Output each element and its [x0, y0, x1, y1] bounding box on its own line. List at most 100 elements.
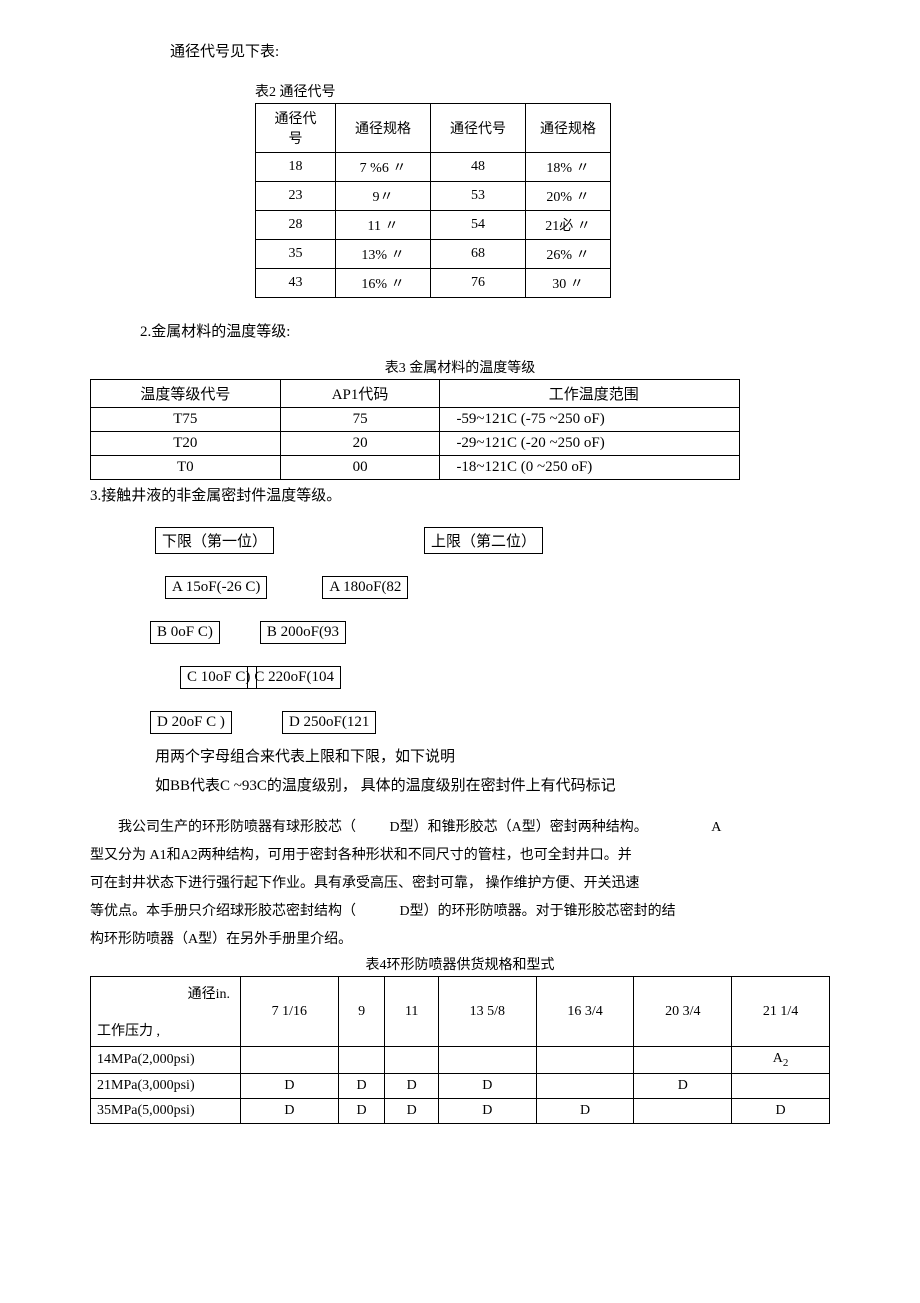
- upper-limit-box: D 250oF(121: [282, 711, 376, 734]
- table-cell: 30 〃: [526, 269, 611, 298]
- limit-row: A 15oF(-26 C) A 180oF(82: [165, 576, 830, 599]
- lower-limit-box: A 15oF(-26 C): [165, 576, 267, 599]
- table-cell: 75: [280, 408, 440, 432]
- body-text: 等优点。本手册只介绍球形胶芯密封结构（: [90, 904, 356, 919]
- table-cell: D: [438, 1073, 536, 1098]
- body-paragraph: 构环形防喷器（A型）在另外手册里介绍。: [90, 926, 830, 954]
- table-cell: 00: [280, 456, 440, 480]
- table-header: 9: [338, 977, 385, 1047]
- section2-heading: 2.金属材料的温度等级:: [140, 320, 830, 341]
- row-header: 21MPa(3,000psi): [91, 1073, 241, 1098]
- upper-limit-box: B 200oF(93: [260, 621, 346, 644]
- body-paragraph: 我公司生产的环形防喷器有球形胶芯（ D型）和锥形胶芯（A型）密封两种结构。 A: [90, 814, 830, 842]
- limit-row: C 10oF C)C 220oF(104: [180, 666, 830, 689]
- table2: 通径代号 通径规格 通径代号 通径规格 18 7 %6 〃 48 18% 〃 2…: [255, 103, 611, 298]
- table-cell: A2: [732, 1047, 830, 1074]
- table-cell: [634, 1098, 732, 1123]
- table-header: 通径代号: [256, 104, 336, 153]
- body-paragraph: 型又分为 A1和A2两种结构，可用于密封各种形状和不同尺寸的管柱，也可全封井口。…: [90, 842, 830, 870]
- table-cell: 68: [431, 240, 526, 269]
- table-cell: [634, 1047, 732, 1074]
- limit-row: B 0oF C) B 200oF(93: [150, 621, 830, 644]
- table-cell: 21必 〃: [526, 211, 611, 240]
- row-header: 35MPa(5,000psi): [91, 1098, 241, 1123]
- table-cell: [536, 1073, 634, 1098]
- table-header: 温度等级代号: [91, 380, 281, 408]
- table-cell: D: [438, 1098, 536, 1123]
- table-cell: T0: [91, 456, 281, 480]
- diag-top-label: 通径in.: [188, 983, 230, 1003]
- table-row: 通径代号 通径规格 通径代号 通径规格: [256, 104, 611, 153]
- table4: 通径in. 工作压力 , 7 1/16 9 11 13 5/8 16 3/4 2…: [90, 976, 830, 1124]
- table-header: AP1代码: [280, 380, 440, 408]
- limit-header-row: 下限（第一位） 上限（第二位）: [155, 527, 830, 554]
- table-row: 通径in. 工作压力 , 7 1/16 9 11 13 5/8 16 3/4 2…: [91, 977, 830, 1047]
- table-cell: 26% 〃: [526, 240, 611, 269]
- table-header: 通径规格: [526, 104, 611, 153]
- table-header: 13 5/8: [438, 977, 536, 1047]
- body-paragraph: 等优点。本手册只介绍球形胶芯密封结构（ D型）的环形防喷器。对于锥形胶芯密封的结: [90, 898, 830, 926]
- table-cell: 28: [256, 211, 336, 240]
- explain-line-1: 用两个字母组合来代表上限和下限，如下说明: [155, 744, 830, 771]
- table-header: 11: [385, 977, 439, 1047]
- table-row: 23 9〃 53 20% 〃: [256, 182, 611, 211]
- lower-limit-label: 下限（第一位）: [155, 527, 274, 554]
- table-cell: D: [536, 1098, 634, 1123]
- table-row: 35 13% 〃 68 26% 〃: [256, 240, 611, 269]
- table-cell: 76: [431, 269, 526, 298]
- limit-boxes: 下限（第一位） 上限（第二位） A 15oF(-26 C) A 180oF(82 B…: [155, 527, 830, 734]
- table-cell: 20: [280, 432, 440, 456]
- table-row: 28 11 〃 54 21必 〃: [256, 211, 611, 240]
- table-cell: [385, 1047, 439, 1074]
- table-row: 14MPa(2,000psi) A2: [91, 1047, 830, 1074]
- table-cell: T20: [91, 432, 281, 456]
- lower-limit-box: D 20oF C ): [150, 711, 232, 734]
- table-cell: 18: [256, 153, 336, 182]
- lower-limit-box: B 0oF C): [150, 621, 220, 644]
- lower-limit-box: C 10oF C): [180, 666, 257, 689]
- table-cell: D: [241, 1073, 339, 1098]
- table-cell: 48: [431, 153, 526, 182]
- table-cell: D: [338, 1073, 385, 1098]
- table-cell: -29~121C (-20 ~250 oF): [440, 432, 740, 456]
- table-header: 20 3/4: [634, 977, 732, 1047]
- table-cell: D: [385, 1098, 439, 1123]
- table3-caption: 表3 金属材料的温度等级: [90, 357, 830, 377]
- table-header: 通径代号: [431, 104, 526, 153]
- table2-wrapper: 表2 通径代号 通径代号 通径规格 通径代号 通径规格 18 7 %6 〃 48…: [90, 81, 830, 298]
- table-cell: [536, 1047, 634, 1074]
- table-cell: 43: [256, 269, 336, 298]
- table-row: 21MPa(3,000psi) D D D D D: [91, 1073, 830, 1098]
- table-cell: [241, 1047, 339, 1074]
- table-cell: D: [241, 1098, 339, 1123]
- table-row: T0 00 -18~121C (0 ~250 oF): [91, 456, 740, 480]
- table-header: 通径规格: [336, 104, 431, 153]
- table-cell: 20% 〃: [526, 182, 611, 211]
- table-cell: [338, 1047, 385, 1074]
- table-header: 工作温度范围: [440, 380, 740, 408]
- body-text: A: [711, 820, 721, 835]
- body-text: D型）和锥形胶芯（A型）密封两种结构。: [390, 820, 648, 835]
- explain-line-2: 如BB代表C ~93C的温度级别， 具体的温度级别在密封件上有代码标记: [155, 773, 830, 800]
- upper-limit-box: C 220oF(104: [247, 666, 341, 689]
- table-header: 16 3/4: [536, 977, 634, 1047]
- a2-subscript: 2: [783, 1057, 789, 1069]
- table-cell: 13% 〃: [336, 240, 431, 269]
- table-header: 21 1/4: [732, 977, 830, 1047]
- upper-limit-box: A 180oF(82: [322, 576, 408, 599]
- table-cell: 35: [256, 240, 336, 269]
- table-cell: 53: [431, 182, 526, 211]
- table-cell: 18% 〃: [526, 153, 611, 182]
- table-row: T20 20 -29~121C (-20 ~250 oF): [91, 432, 740, 456]
- table-cell: -18~121C (0 ~250 oF): [440, 456, 740, 480]
- body-paragraph: 可在封井状态下进行强行起下作业。具有承受高压、密封可靠， 操作维护方便、开关迅速: [90, 870, 830, 898]
- table-cell: T75: [91, 408, 281, 432]
- row-header: 14MPa(2,000psi): [91, 1047, 241, 1074]
- table-header: 7 1/16: [241, 977, 339, 1047]
- table4-caption: 表4环形防喷器供货规格和型式: [90, 954, 830, 974]
- table-cell: 54: [431, 211, 526, 240]
- table3-wrapper: 表3 金属材料的温度等级 温度等级代号 AP1代码 工作温度范围 T75 75 …: [90, 357, 830, 480]
- body-text: 我公司生产的环形防喷器有球形胶芯（: [118, 820, 356, 835]
- table-row: 温度等级代号 AP1代码 工作温度范围: [91, 380, 740, 408]
- table-row: 43 16% 〃 76 30 〃: [256, 269, 611, 298]
